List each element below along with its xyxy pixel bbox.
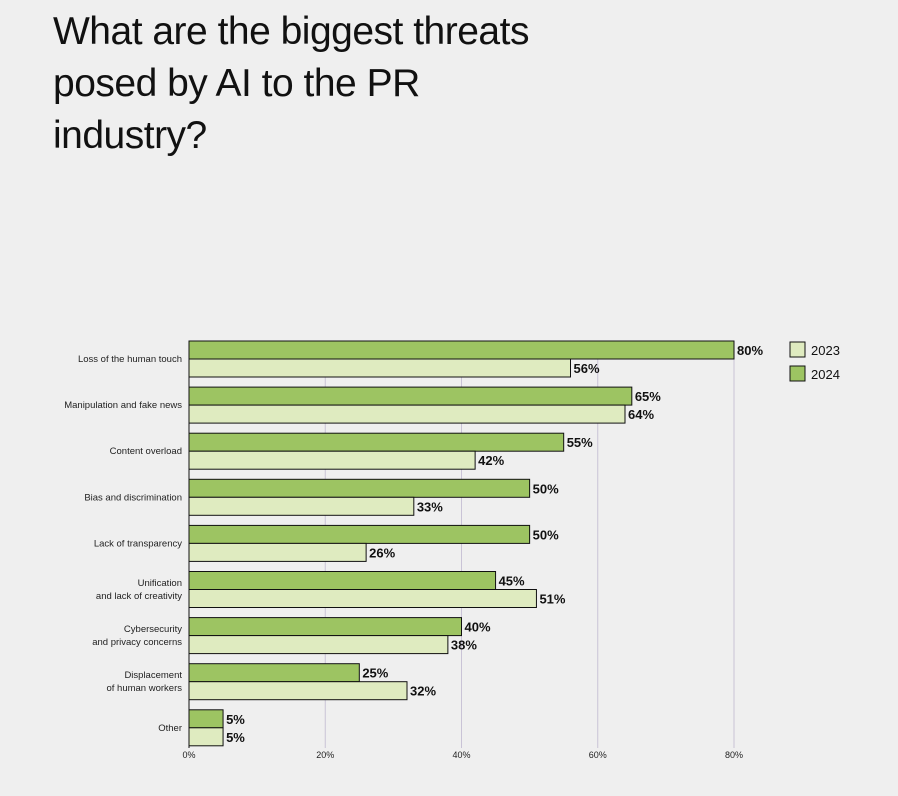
value-label-2024-4: 50%: [533, 527, 559, 542]
value-label-2024-5: 45%: [499, 574, 525, 589]
x-tick-label-0: 0%: [182, 750, 195, 760]
bar-2024-0: [188, 340, 735, 360]
value-label-2024-2: 55%: [567, 435, 593, 450]
value-label-2024-6: 40%: [465, 620, 491, 635]
category-label-0: Loss of the human touch: [78, 354, 182, 365]
bar-2024-8: [188, 709, 224, 729]
value-label-2023-1: 64%: [628, 407, 654, 422]
value-label-2024-3: 50%: [533, 481, 559, 496]
value-label-2024-7: 25%: [362, 666, 388, 681]
category-labels: Loss of the human touch Manipulation and …: [64, 354, 182, 734]
category-label-6: Cybersecurity and privacy concerns: [92, 624, 182, 648]
legend: 2023 2024: [789, 341, 840, 382]
value-label-2023-3: 33%: [417, 499, 443, 514]
x-tick-label-3: 60%: [589, 750, 607, 760]
value-label-2023-0: 56%: [574, 361, 600, 376]
x-tick-label-2: 40%: [452, 750, 470, 760]
value-label-2024-0: 80%: [737, 343, 763, 358]
bar-2023-8: [188, 727, 224, 747]
value-label-2023-8: 5%: [226, 730, 245, 745]
value-label-2024-1: 65%: [635, 389, 661, 404]
bar-2023-2: [188, 450, 476, 470]
chart-title: What are the biggest threats posed by AI…: [53, 10, 529, 157]
value-label-2023-5: 51%: [539, 592, 565, 607]
legend-label-2023: 2023: [811, 343, 840, 358]
legend-swatch-2023: [789, 341, 806, 358]
bar-2024-4: [188, 524, 531, 544]
category-label-8: Other: [158, 723, 182, 734]
bar-2024-3: [188, 478, 531, 498]
bar-2023-7: [188, 681, 408, 701]
legend-label-2024: 2024: [811, 367, 840, 382]
legend-swatch-2024: [789, 365, 806, 382]
x-tick-labels: 0% 20% 40% 60% 80%: [182, 750, 743, 760]
x-tick-label-4: 80%: [725, 750, 743, 760]
category-label-5: Unification and lack of creativity: [96, 578, 182, 602]
bar-2024-5: [188, 571, 497, 590]
category-label-1: Manipulation and fake news: [64, 400, 182, 411]
bar-2023-0: [188, 358, 571, 378]
bar-2024-2: [188, 432, 565, 452]
bar-2023-3: [188, 496, 415, 516]
value-label-2023-6: 38%: [451, 638, 477, 653]
value-label-2023-2: 42%: [478, 453, 504, 468]
bar-2023-4: [188, 542, 367, 562]
value-labels: 80% 56% 65% 64% 55% 42% 50% 33% 50% 26% 45% 51% 40% 3…: [226, 343, 763, 745]
category-label-4: Lack of transparency: [94, 538, 182, 549]
bar-2023-5: [188, 589, 537, 608]
bar-2024-1: [188, 386, 633, 406]
bar-2024-6: [188, 617, 462, 637]
value-label-2023-7: 32%: [410, 684, 436, 699]
bar-2023-6: [188, 635, 449, 655]
value-label-2024-8: 5%: [226, 712, 245, 727]
value-label-2023-4: 26%: [369, 545, 395, 560]
category-label-2: Content overload: [110, 446, 182, 457]
category-label-3: Bias and discrimination: [84, 492, 182, 503]
bar-2023-1: [188, 404, 626, 424]
bars: [188, 340, 735, 748]
category-label-7: Displacement of human workers: [106, 670, 182, 694]
x-tick-label-1: 20%: [316, 750, 334, 760]
bar-2024-7: [188, 663, 360, 683]
